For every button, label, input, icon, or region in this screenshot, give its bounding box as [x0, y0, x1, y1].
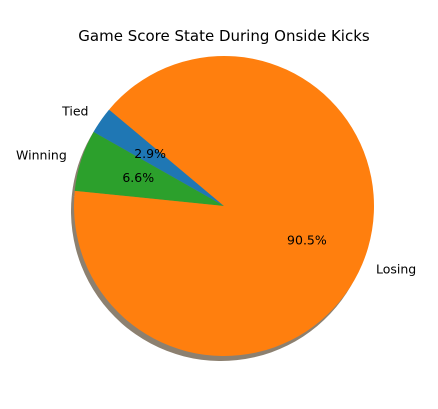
slice-label-losing: Losing: [376, 262, 416, 277]
chart-title: Game Score State During Onside Kicks: [78, 27, 370, 45]
slice-label-winning: Winning: [16, 147, 67, 162]
slice-pct-winning: 6.6%: [122, 170, 154, 185]
slice-label-tied: Tied: [61, 103, 88, 118]
slice-tied: [93, 109, 224, 206]
pie-slices: [74, 55, 374, 356]
slice-pct-losing: 90.5%: [287, 233, 327, 248]
slice-winning: [74, 131, 225, 206]
slice-losing: [74, 55, 374, 356]
slice-pct-tied: 2.9%: [134, 146, 166, 161]
pie-labels: Tied 2.9% Winning 6.6% Losing 90.5%: [16, 103, 416, 276]
